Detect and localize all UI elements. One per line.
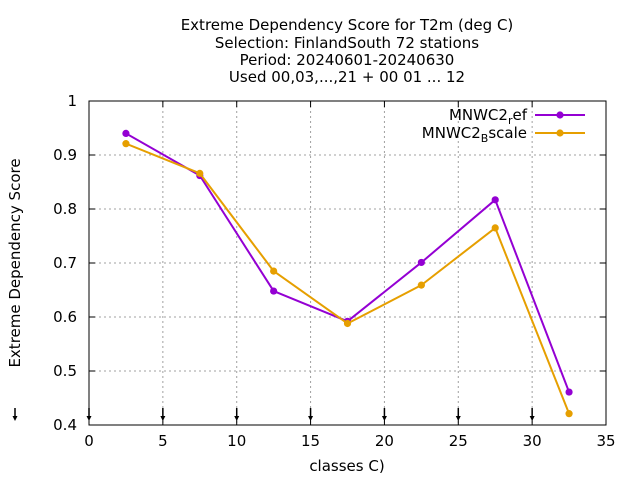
series-group <box>122 129 573 418</box>
data-point <box>565 388 573 396</box>
data-point <box>343 319 352 328</box>
data-point <box>491 196 499 204</box>
legend-label: MNWC2Bscale <box>422 124 527 145</box>
y-tick-label: 0.5 <box>53 362 77 380</box>
x-tick-label: 25 <box>449 432 468 450</box>
series-line <box>125 142 571 415</box>
class-boundary-marker <box>234 408 240 421</box>
legend-swatch-point <box>556 111 564 119</box>
class-boundary-marker <box>160 408 166 421</box>
legend-item-2: MNWC2Bscale <box>422 124 585 145</box>
series-2 <box>122 140 573 418</box>
class-boundary-marker <box>381 408 387 421</box>
data-point <box>196 169 204 177</box>
class-markers <box>12 408 535 421</box>
x-tick-label: 10 <box>227 432 246 450</box>
title-line-2: Selection: FinlandSouth 72 stations <box>215 34 479 52</box>
title-line-1: Extreme Dependency Score for T2m (deg C) <box>181 16 514 34</box>
data-point <box>122 129 130 137</box>
class-boundary-marker <box>529 408 535 421</box>
data-point <box>565 410 573 418</box>
data-point <box>417 281 425 289</box>
class-boundary-marker <box>12 408 18 421</box>
x-tick-label: 35 <box>596 432 615 450</box>
x-tick-label: 15 <box>301 432 320 450</box>
data-point <box>417 258 425 267</box>
y-tick-label: 0.6 <box>53 308 77 326</box>
y-axis: 0.4 0.5 0.6 0.7 0.8 0.9 1 <box>53 92 606 434</box>
x-tick-label: 0 <box>84 432 94 450</box>
y-axis-label: Extreme Dependency Score <box>6 158 24 367</box>
title-line-3: Period: 20240601-20240630 <box>240 51 455 69</box>
y-tick-label: 0.7 <box>53 254 77 272</box>
y-tick-label: 0.4 <box>53 416 77 434</box>
plot-frame <box>88 100 607 426</box>
legend-swatch-point <box>556 129 564 137</box>
legend-label: MNWC2ref <box>449 106 528 127</box>
chart-title: Extreme Dependency Score for T2m (deg C)… <box>181 16 514 86</box>
data-point <box>270 267 278 275</box>
x-axis: 0 5 10 15 20 25 30 35 <box>84 101 616 450</box>
class-boundary-marker <box>308 408 314 421</box>
legend-item-1: MNWC2ref <box>449 106 585 127</box>
grid <box>89 101 606 425</box>
series-line <box>125 132 571 393</box>
x-tick-label: 20 <box>375 432 394 450</box>
class-boundary-marker <box>455 408 461 421</box>
x-axis-label: classes C) <box>309 457 384 475</box>
data-point <box>270 287 278 295</box>
x-tick-label: 30 <box>523 432 542 450</box>
y-tick-label: 0.8 <box>53 200 77 218</box>
data-point <box>491 224 499 232</box>
x-tick-label: 5 <box>158 432 168 450</box>
y-tick-label: 1 <box>67 92 77 110</box>
y-tick-label: 0.9 <box>53 146 77 164</box>
title-line-4: Used 00,03,...,21 + 00 01 ... 12 <box>229 68 465 86</box>
data-point <box>122 140 130 148</box>
